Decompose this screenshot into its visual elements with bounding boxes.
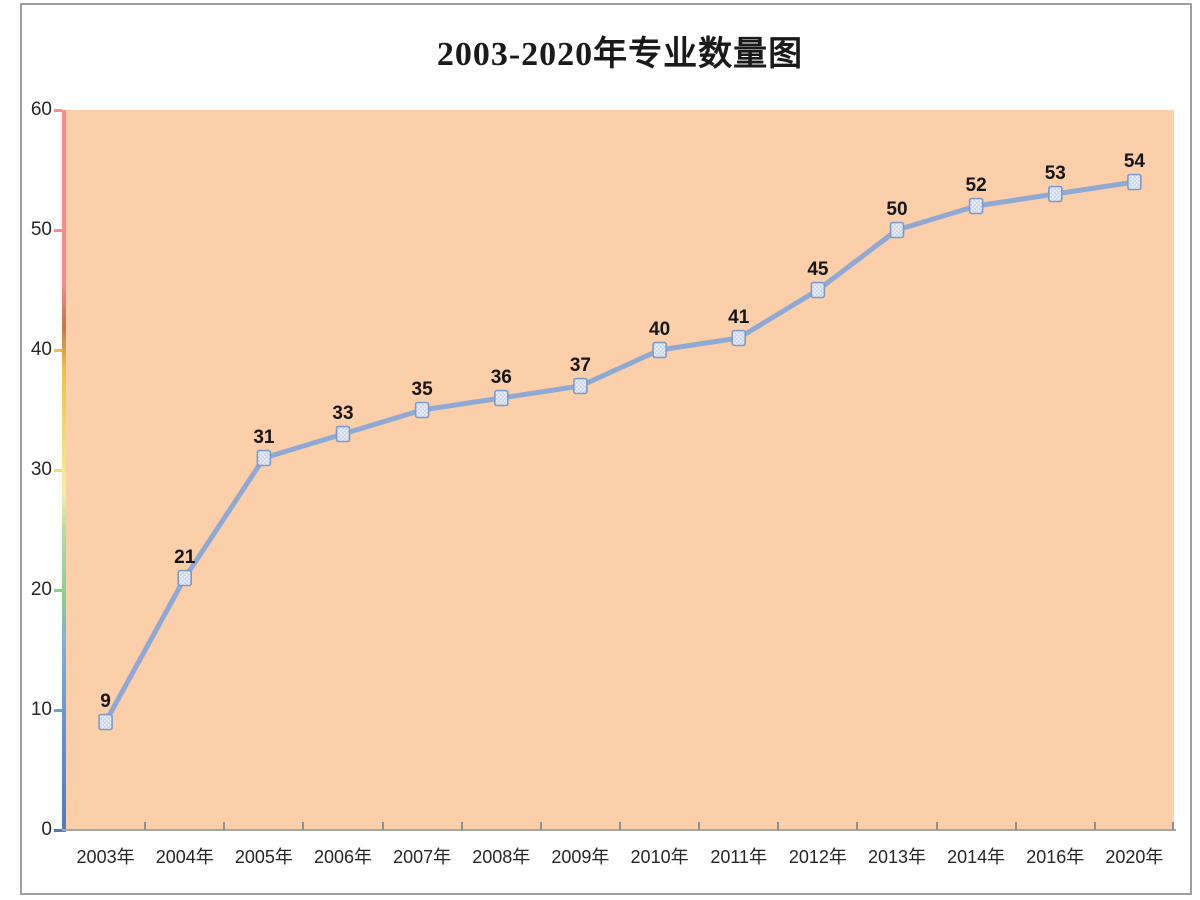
y-axis-tick-label: 0	[41, 819, 52, 840]
x-axis-tick-label: 2004年	[155, 847, 214, 867]
x-axis-tick	[698, 822, 701, 830]
x-axis-tick-label: 2010年	[630, 847, 689, 867]
x-axis-tick-label: 2007年	[393, 847, 452, 867]
data-point-label: 54	[1124, 151, 1146, 172]
data-marker	[731, 329, 747, 347]
data-marker	[177, 569, 192, 587]
x-axis-tick	[619, 822, 621, 830]
x-axis-tick-label: 2005年	[234, 847, 293, 867]
x-axis-tick	[302, 822, 305, 830]
x-axis-tick	[777, 822, 780, 830]
x-axis-line	[60, 829, 1176, 831]
y-axis-tick	[54, 469, 62, 472]
data-marker	[1047, 185, 1063, 203]
data-point-label: 9	[100, 691, 111, 712]
data-point-label: 37	[570, 355, 591, 376]
y-axis-tick-label: 60	[30, 99, 52, 120]
x-axis-tick-label: 2012年	[788, 847, 847, 867]
data-marker	[573, 377, 588, 395]
x-axis-tick-label: 2014年	[947, 847, 1006, 867]
data-point-label: 31	[253, 427, 275, 448]
plot-area	[66, 110, 1174, 830]
x-axis-tick-label: 2003年	[76, 847, 135, 867]
x-axis-tick-label: 2011年	[710, 847, 768, 867]
x-axis-tick-label: 2020年	[1105, 847, 1164, 867]
data-point-label: 45	[807, 259, 829, 280]
y-axis-tick	[54, 829, 62, 832]
data-point-label: 40	[649, 319, 670, 340]
data-point-label: 50	[886, 199, 907, 220]
x-axis-tick	[144, 822, 147, 830]
y-axis-line	[62, 110, 66, 832]
x-axis-tick	[223, 822, 226, 830]
y-axis-tick	[54, 349, 62, 352]
data-point-label: 35	[412, 379, 434, 400]
x-axis-tick	[856, 822, 859, 830]
data-marker	[810, 281, 826, 299]
chart-title: 2003-2020年专业数量图	[436, 36, 804, 73]
data-point-label: 41	[728, 307, 750, 328]
data-point-label: 21	[174, 547, 196, 568]
data-line	[103, 179, 1137, 725]
y-axis-tick-label: 40	[30, 339, 52, 360]
data-marker	[256, 449, 272, 467]
x-axis-tick-label: 2016年	[1026, 847, 1085, 867]
x-axis-tick-label: 2008年	[472, 847, 531, 867]
data-marker	[889, 221, 905, 239]
data-marker	[493, 389, 509, 407]
y-axis-tick-label: 20	[30, 579, 52, 600]
data-point-label: 53	[1045, 163, 1066, 184]
x-axis-tick-label: 2009年	[551, 847, 610, 867]
data-point-label: 52	[966, 175, 987, 196]
data-marker	[414, 401, 430, 419]
x-axis-tick	[381, 822, 384, 830]
series-layer: 9 21 31 33 35 36 37 40 41 45 50 52 53 54	[98, 151, 1146, 731]
y-axis-tick-label: 10	[30, 699, 52, 720]
data-marker	[335, 425, 351, 443]
y-axis-tick	[54, 229, 62, 232]
y-axis-tick-label: 30	[30, 459, 52, 480]
y-axis-tick	[54, 109, 62, 112]
y-axis-tick	[54, 589, 62, 592]
x-axis-tick	[460, 822, 463, 830]
data-marker	[968, 197, 984, 215]
data-marker	[1127, 173, 1142, 191]
x-axis-tick	[935, 822, 938, 830]
x-axis-tick-label: 2013年	[867, 847, 927, 867]
x-axis-tick-label: 2006年	[313, 847, 373, 867]
data-point-label: 36	[491, 367, 512, 388]
data-marker	[652, 341, 667, 359]
y-axis-tick	[54, 709, 62, 712]
x-axis-tick	[539, 822, 542, 830]
x-axis-tick	[1014, 822, 1017, 830]
data-point-label: 33	[332, 403, 353, 424]
x-axis-tick	[1093, 822, 1096, 830]
y-axis-tick-label: 50	[30, 219, 52, 240]
x-axis-tick	[1172, 822, 1174, 830]
data-marker	[98, 713, 113, 731]
